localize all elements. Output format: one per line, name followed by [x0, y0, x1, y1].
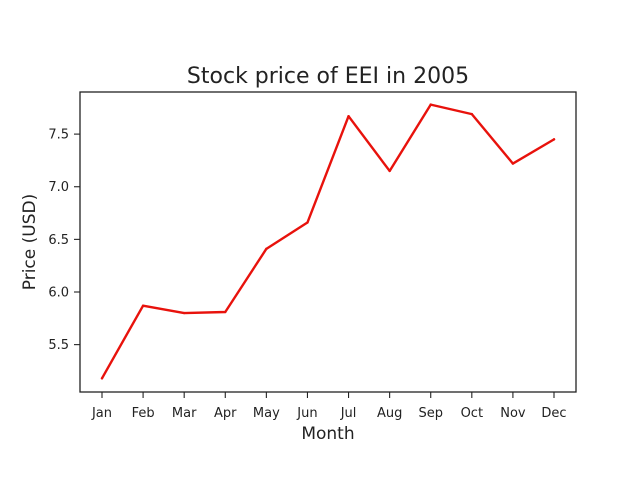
x-tick-label: Sep [418, 406, 443, 421]
data-point [265, 247, 268, 251]
x-tick-label: Feb [132, 406, 155, 421]
x-tick-label: Jul [340, 406, 357, 421]
data-point [511, 162, 515, 165]
x-tick-label: Jun [296, 406, 317, 421]
data-point [429, 103, 432, 106]
x-tick-label: Nov [500, 406, 526, 421]
x-tick-label: Mar [172, 406, 197, 421]
data-point [347, 115, 350, 118]
x-tick-label: Oct [461, 406, 483, 421]
data-point [182, 311, 186, 315]
series-line-eei [100, 103, 556, 380]
x-tick-label: May [253, 406, 280, 421]
y-tick-label: 7.0 [48, 180, 69, 195]
data-point [470, 112, 474, 116]
x-tick-label: Dec [541, 406, 566, 421]
data-point [100, 377, 104, 380]
data-point [552, 138, 556, 141]
x-tick-label: Aug [377, 406, 402, 421]
x-tick-label: Jan [91, 406, 112, 421]
x-axis: Jan Feb Mar Apr May Jun Jul Aug Sep Oct Nov Dec [91, 392, 567, 421]
chart-title: Stock price of EEI in 2005 [187, 64, 469, 89]
y-tick-label: 7.5 [48, 128, 69, 143]
y-tick-label: 6.0 [48, 286, 69, 301]
plot-frame [79, 91, 577, 393]
data-point [224, 310, 227, 314]
y-tick-label: 5.5 [48, 338, 69, 353]
x-axis-label: Month [301, 424, 354, 444]
y-axis: 5.5 6.0 6.5 7.0 7.5 [48, 128, 80, 353]
x-tick-label: Apr [214, 406, 237, 421]
data-point [141, 304, 145, 307]
y-tick-label: 6.5 [48, 233, 69, 248]
y-axis-label: Price (USD) [20, 194, 40, 290]
data-point [306, 221, 309, 224]
series-layer [100, 103, 556, 380]
data-point [388, 169, 391, 173]
